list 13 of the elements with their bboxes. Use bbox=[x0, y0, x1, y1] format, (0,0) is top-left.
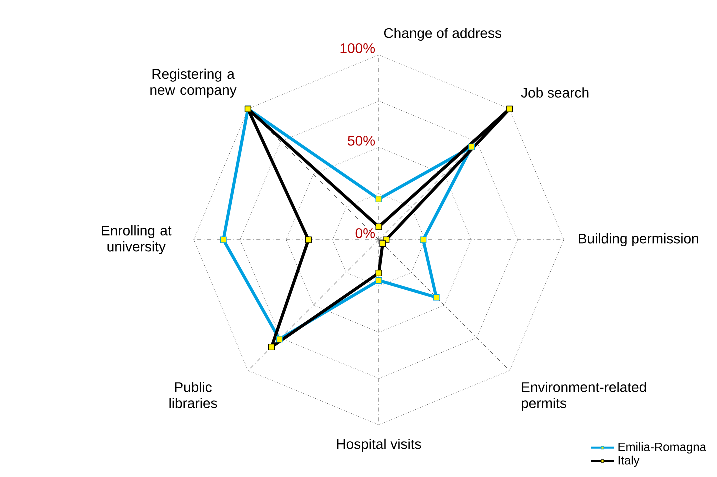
y-tick-label: 0% bbox=[356, 228, 376, 238]
legend-label: Italy bbox=[618, 456, 640, 468]
spoke-label: Change of address bbox=[384, 28, 502, 42]
spoke-label: Public libraries bbox=[170, 382, 218, 408]
spoke-label: Hospital visits bbox=[337, 438, 422, 452]
legend-label: Emilia-Romagna bbox=[618, 442, 706, 454]
spoke-label: Environment-related permits bbox=[522, 382, 646, 412]
spoke-label: Enrolling at university bbox=[102, 225, 172, 255]
spoke-label: Registering a new company bbox=[150, 68, 237, 98]
y-tick-label: 50% bbox=[348, 136, 376, 146]
spoke-label: Building permission bbox=[579, 233, 698, 247]
spoke-label: Job search bbox=[521, 88, 589, 98]
y-tick-label: 100% bbox=[340, 43, 376, 54]
